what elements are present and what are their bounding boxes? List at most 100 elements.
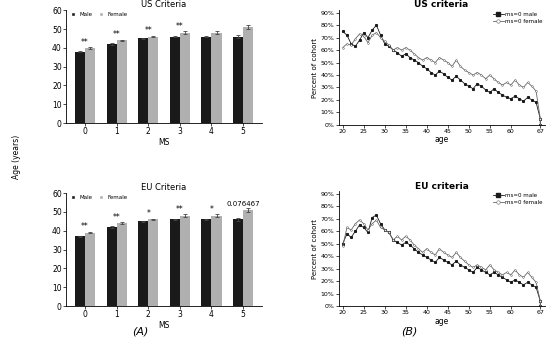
- ms=0 female: [487, 73, 493, 77]
- ms=0 female: [465, 263, 472, 267]
- Title: US Criteria: US Criteria: [141, 0, 186, 10]
- Bar: [233, 36, 243, 123]
- ms=0 female: [449, 64, 455, 68]
- ms=0 female: [369, 33, 376, 37]
- Legend: Male, Female: Male, Female: [67, 11, 128, 17]
- Legend: Male, Female: Male, Female: [67, 194, 128, 200]
- ms=0 female: [344, 225, 350, 230]
- Text: **: **: [176, 22, 184, 31]
- Bar: [243, 27, 253, 123]
- ms=0 female: [537, 117, 543, 121]
- ms=0 female: [470, 73, 476, 77]
- Bar: [138, 38, 149, 123]
- ms=0 female: [373, 31, 380, 35]
- Bar: [85, 48, 95, 123]
- ms=0 female: [360, 222, 367, 226]
- ms=0 female: [495, 270, 502, 274]
- ms=0 female: [411, 243, 417, 247]
- ms=0 female: [432, 61, 438, 65]
- ms=0 male: [457, 78, 464, 82]
- ms=0 female: [406, 238, 413, 242]
- ms=0 male: [373, 213, 380, 217]
- Bar: [75, 236, 85, 306]
- ms=0 female: [482, 268, 489, 272]
- ms=0 male: [465, 84, 472, 88]
- ms=0 male: [365, 36, 371, 40]
- ms=0 female: [424, 55, 430, 59]
- ms=0 female: [415, 246, 422, 251]
- ms=0 female: [352, 222, 359, 226]
- ms=0 male: [457, 263, 464, 267]
- ms=0 female: [524, 81, 531, 85]
- ms=0 male: [432, 260, 438, 265]
- ms=0 female: [436, 246, 443, 251]
- Bar: [138, 221, 149, 306]
- ms=0 female: [444, 61, 451, 65]
- ms=0 male: [495, 90, 502, 95]
- ms=0 female: [382, 228, 388, 232]
- ms=0 male: [503, 278, 510, 282]
- ms=0 female: [512, 78, 519, 82]
- ms=0 male: [390, 238, 397, 242]
- ms=0 male: [508, 97, 514, 101]
- ms=0 male: [524, 280, 531, 284]
- X-axis label: MS: MS: [158, 321, 170, 329]
- ms=0 male: [533, 100, 540, 104]
- ms=0 male: [398, 54, 405, 58]
- ms=0 female: [441, 250, 447, 254]
- ms=0 male: [386, 231, 392, 235]
- ms=0 female: [533, 89, 540, 93]
- ms=0 male: [470, 270, 476, 274]
- ms=0 female: [377, 225, 384, 230]
- ms=0 male: [360, 31, 367, 35]
- ms=0 female: [478, 265, 485, 269]
- ms=0 male: [441, 258, 447, 262]
- ms=0 male: [478, 84, 485, 88]
- ms=0 female: [390, 48, 397, 52]
- ms=0 male: [495, 273, 502, 277]
- ms=0 male: [516, 280, 522, 284]
- Text: Age (years): Age (years): [12, 134, 21, 178]
- ms=0 male: [344, 33, 350, 37]
- ms=0 female: [377, 36, 384, 40]
- ms=0 female: [529, 275, 535, 279]
- ms=0 female: [478, 73, 485, 77]
- ms=0 female: [512, 268, 519, 272]
- ms=0 male: [520, 99, 527, 103]
- ms=0 female: [503, 270, 510, 274]
- ms=0 male: [516, 97, 522, 101]
- ms=0 male: [406, 243, 413, 247]
- ms=0 female: [386, 43, 392, 47]
- ms=0 female: [457, 64, 464, 68]
- ms=0 female: [516, 83, 522, 87]
- Text: (A): (A): [132, 327, 148, 337]
- X-axis label: age: age: [434, 135, 449, 144]
- X-axis label: MS: MS: [158, 138, 170, 147]
- X-axis label: age: age: [434, 317, 449, 326]
- ms=0 male: [482, 88, 489, 92]
- Text: **: **: [113, 30, 120, 39]
- ms=0 male: [453, 259, 460, 263]
- ms=0 female: [428, 58, 435, 62]
- ms=0 female: [424, 246, 430, 251]
- Line: ms=0 female: ms=0 female: [342, 32, 541, 126]
- Text: *: *: [146, 209, 150, 218]
- ms=0 female: [482, 77, 489, 81]
- ms=0 female: [339, 244, 346, 248]
- ms=0 male: [424, 67, 430, 71]
- Bar: [212, 33, 222, 123]
- Line: ms=0 male: ms=0 male: [342, 24, 541, 126]
- ms=0 female: [520, 85, 527, 89]
- ms=0 female: [499, 273, 506, 277]
- ms=0 male: [520, 283, 527, 287]
- ms=0 male: [369, 216, 376, 220]
- ms=0 male: [339, 242, 346, 246]
- ms=0 male: [415, 250, 422, 254]
- ms=0 female: [394, 234, 401, 238]
- ms=0 female: [508, 83, 514, 87]
- ms=0 female: [537, 304, 543, 308]
- ms=0 female: [373, 218, 380, 222]
- Text: (B): (B): [402, 327, 418, 337]
- Bar: [148, 219, 158, 306]
- Bar: [85, 233, 95, 306]
